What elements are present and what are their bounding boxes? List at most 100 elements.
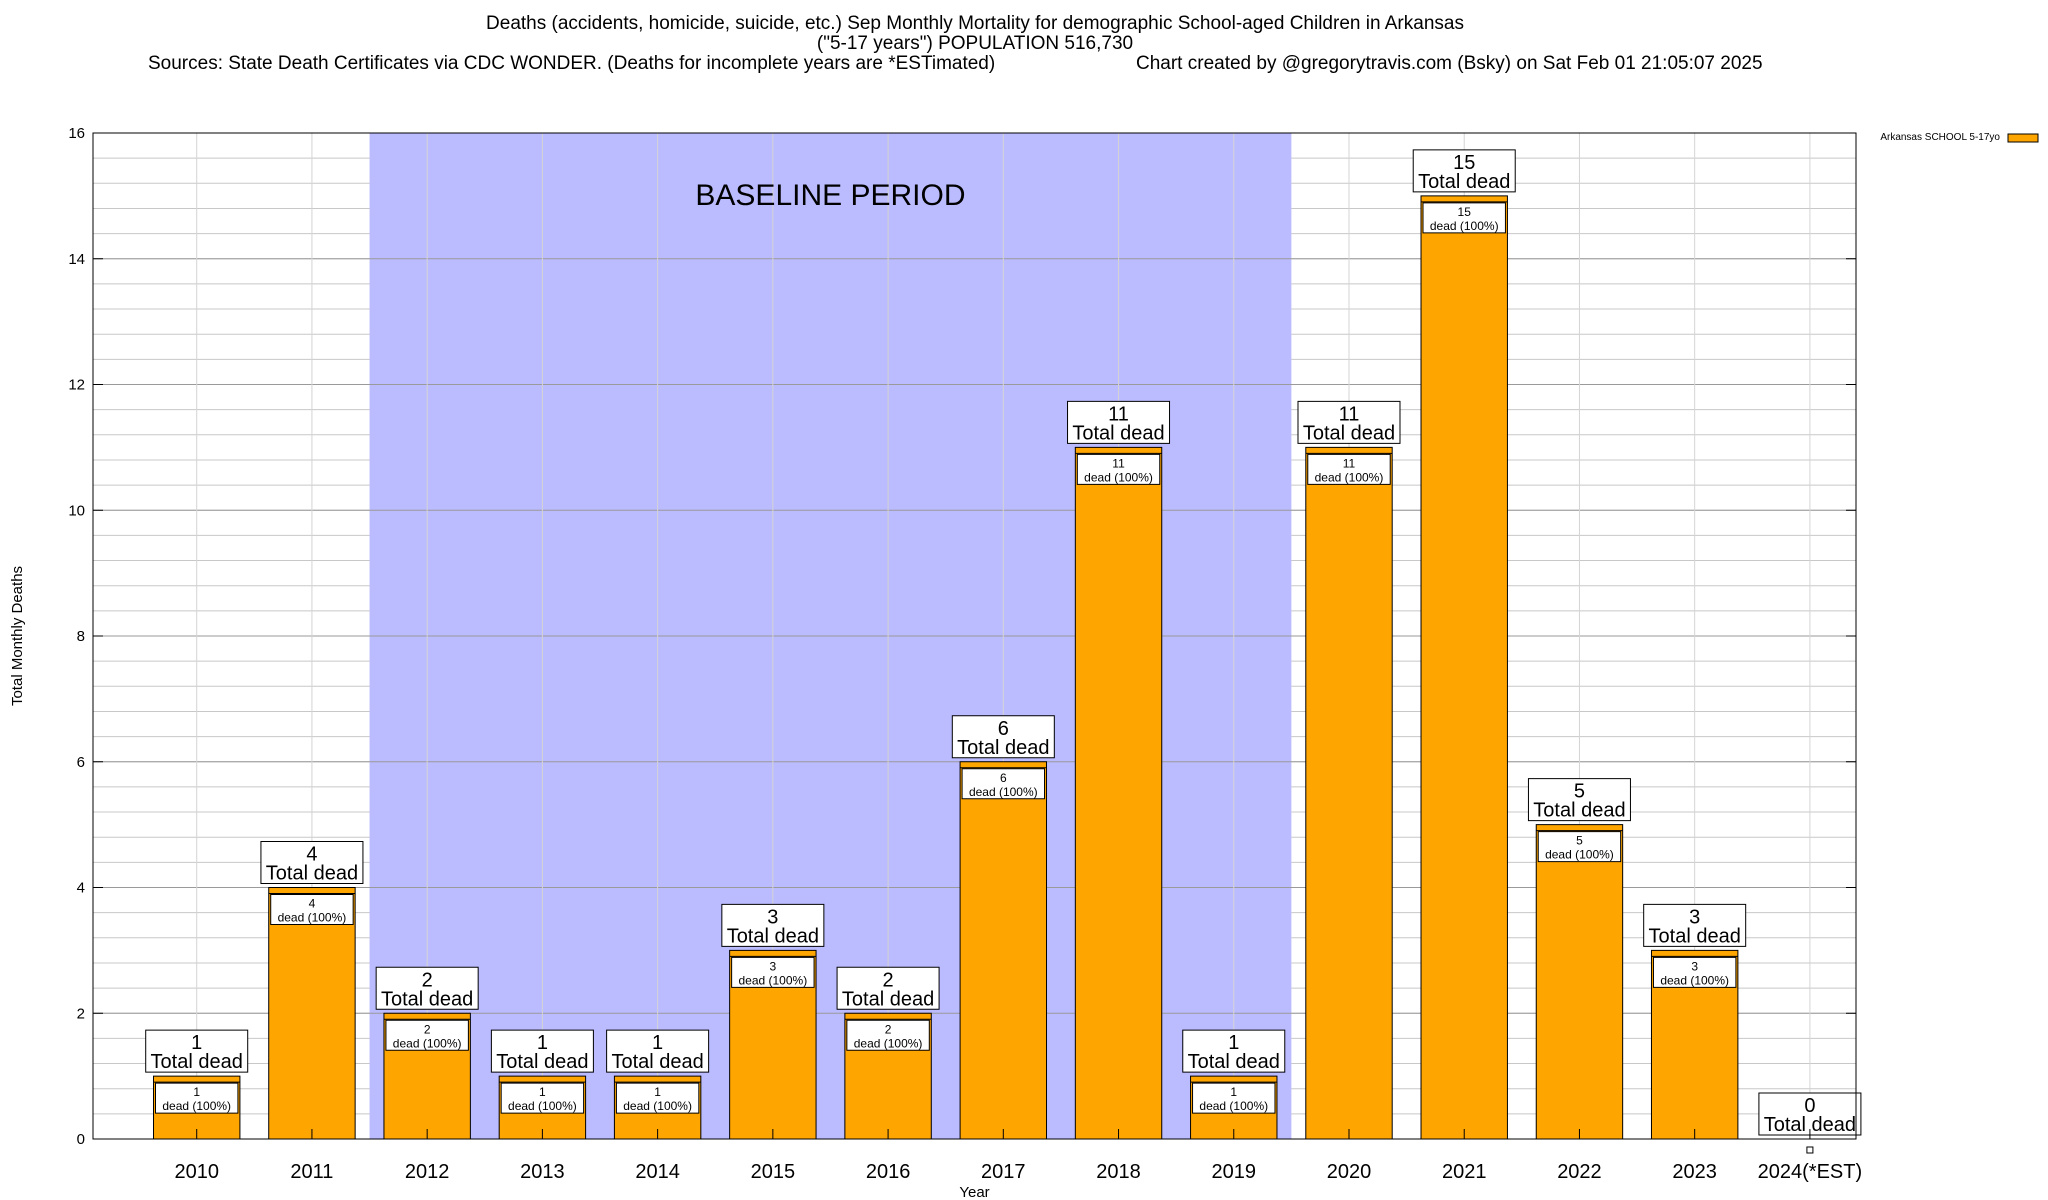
bar-inner-value: 5 [1576,834,1583,848]
bar-inner-label-box [154,1082,239,1114]
bar-inner-label-box [270,894,354,925]
x-tick-label: 2018 [1096,1161,1141,1183]
y-tick-label: 10 [68,502,85,519]
bar-inner-label: dead (100%) [508,1099,577,1113]
y-tick-label: 0 [77,1131,85,1148]
x-tick-label: 2012 [405,1161,450,1183]
total-dead-label: Total dead [496,1051,588,1073]
total-dead-label: Total dead [611,1051,703,1073]
y-tick-label: 8 [77,628,85,645]
bar-inner-label-box [615,1082,700,1114]
y-tick-label: 16 [68,125,85,142]
x-tick-label: 2023 [1672,1161,1717,1183]
bar-inner-label-box [385,1019,469,1051]
bar-inner-label: dead (100%) [738,973,807,987]
total-label-box [1527,778,1631,822]
bar [1074,446,1163,1140]
total-value-label: 3 [767,906,778,928]
bar-inner-label-box [846,1019,930,1051]
x-tick-label: 2016 [866,1161,911,1183]
baseline-period-label: BASELINE PERIOD [695,179,965,212]
total-value-label: 11 [1108,403,1129,425]
y-tick-label: 12 [68,377,85,394]
total-value-label: 1 [652,1032,663,1054]
x-tick-label: 2010 [174,1161,219,1183]
x-tick-label: 2021 [1442,1161,1487,1183]
y-tick-label: 4 [77,880,85,897]
bar-inner-label-box [1192,1082,1276,1114]
total-value-label: 4 [306,844,317,866]
total-label-box [1758,1092,1862,1136]
bar-inner-value: 6 [1000,771,1007,785]
bar-inner-value: 1 [1230,1085,1237,1099]
bar [1305,446,1393,1140]
x-tick-label: 2017 [981,1161,1026,1183]
x-tick-label: 2015 [751,1161,796,1183]
total-dead-label: Total dead [1764,1114,1856,1136]
total-dead-label: Total dead [266,863,358,885]
x-tick-label: 2011 [290,1161,333,1183]
bar-inner-label: dead (100%) [393,1036,462,1050]
total-dead-label: Total dead [151,1051,243,1073]
total-label-box [951,715,1055,759]
bar-inner-label: dead (100%) [278,911,347,925]
total-value-label: 1 [191,1032,202,1054]
total-value-label: 2 [422,969,433,991]
bar-inner-value: 2 [885,1022,892,1036]
total-label-box [1297,400,1401,444]
x-tick-label: 2024(*EST) [1758,1161,1863,1183]
total-label-box [606,1029,710,1073]
chart-title-line1: Deaths (accidents, homicide, suicide, et… [486,13,1464,34]
total-dead-label: Total dead [842,988,934,1010]
bar-inner-label: dead (100%) [854,1036,923,1050]
total-label-box [1643,903,1747,947]
total-label-box [260,841,364,884]
total-value-label: 2 [883,969,894,991]
bar-inner-label: dead (100%) [1315,470,1384,484]
chart-subtitle-credit: Chart created by @gregorytravis.com (Bsk… [1136,53,1763,74]
y-axis-label: Total Monthly Deaths [9,566,26,706]
bar-inner-label-box [1537,831,1622,863]
total-value-label: 5 [1574,781,1585,803]
bar-inner-value: 2 [424,1022,431,1036]
total-label-box [145,1029,249,1073]
bar-inner-value: 11 [1343,456,1356,470]
chart-subtitle-sources: Sources: State Death Certificates via CD… [148,53,996,74]
bar-inner-label: dead (100%) [162,1099,231,1113]
total-value-label: 15 [1453,152,1475,174]
total-label-box [721,903,825,947]
bar-zero-marker [1806,1146,1814,1154]
bar-inner-label-box [1076,453,1161,485]
bar-inner-label: dead (100%) [1084,470,1153,484]
legend-label: Arkansas SCHOOL 5-17yo [1880,132,2000,143]
bar-inner-label: dead (100%) [1199,1099,1268,1113]
bar-inner-value: 4 [309,897,316,911]
x-tick-label: 2014 [635,1161,680,1183]
y-tick-label: 14 [68,251,85,268]
x-tick-label: 2020 [1327,1161,1372,1183]
bar [1420,195,1508,1140]
x-tick-label: 2022 [1557,1161,1602,1183]
total-label-box [375,966,479,1010]
total-label-box [1067,400,1171,444]
legend-swatch [2007,133,2039,143]
bar-inner-label: dead (100%) [1660,973,1729,987]
bar-inner-value: 3 [1691,959,1698,973]
bar-inner-label: dead (100%) [1430,219,1499,233]
bar-inner-label-box [1307,453,1391,485]
bar-inner-value: 1 [539,1085,546,1099]
bar [959,761,1048,1140]
bar-inner-value: 3 [770,959,777,973]
x-tick-label: 2013 [520,1161,565,1183]
total-dead-label: Total dead [1418,171,1510,193]
total-dead-label: Total dead [1533,800,1625,822]
chart-title-line2: ("5-17 years") POPULATION 516,730 [816,33,1134,54]
total-label-box [836,966,940,1010]
total-dead-label: Total dead [1072,422,1164,444]
bar-inner-label: dead (100%) [623,1099,692,1113]
x-tick-label: 2019 [1212,1161,1257,1183]
total-label-box [1412,149,1516,193]
bar [1535,824,1624,1140]
bar-inner-label-box [1422,202,1506,234]
